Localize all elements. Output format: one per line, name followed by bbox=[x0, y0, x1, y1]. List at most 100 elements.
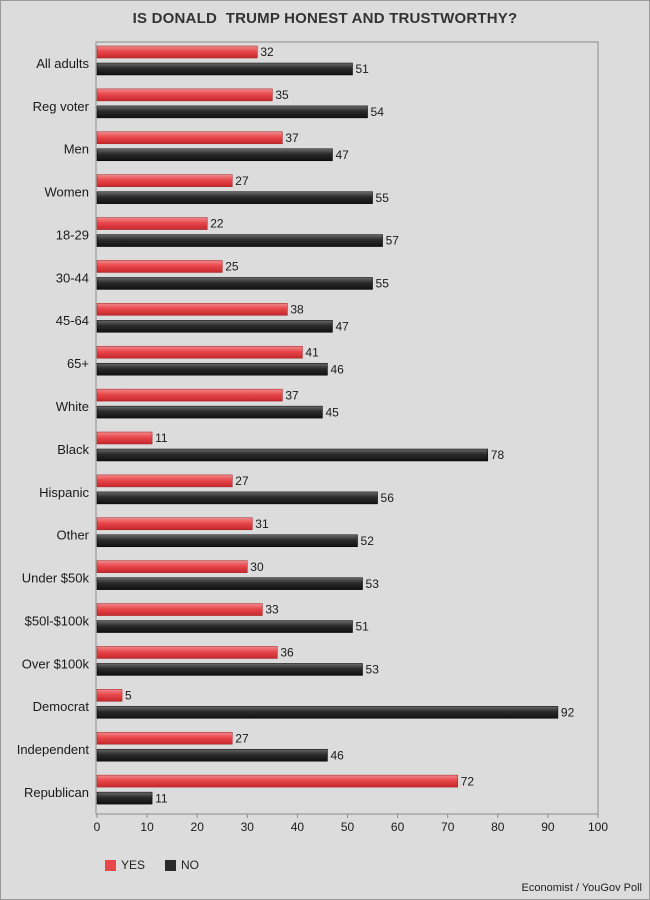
bar-no bbox=[96, 362, 328, 376]
data-label-no: 46 bbox=[330, 362, 344, 376]
x-tick-label: 20 bbox=[191, 820, 205, 834]
category-label: Under $50k bbox=[22, 571, 90, 586]
data-label-no: 55 bbox=[376, 277, 390, 291]
bar-yes bbox=[96, 517, 253, 531]
data-label-yes: 31 bbox=[255, 517, 269, 531]
bar-yes bbox=[96, 431, 153, 445]
data-label-yes: 72 bbox=[461, 774, 475, 788]
bar-yes bbox=[96, 646, 278, 659]
x-tick-label: 60 bbox=[391, 820, 405, 834]
category-label: 18-29 bbox=[56, 227, 89, 242]
bar-yes bbox=[96, 174, 233, 187]
bar-no bbox=[96, 491, 378, 505]
category-label: Women bbox=[44, 185, 89, 200]
category-label: Independent bbox=[17, 742, 90, 757]
bar-no bbox=[96, 663, 363, 676]
chart-title: IS DONALD TRUMP HONEST AND TRUSTWORTHY? bbox=[132, 10, 518, 27]
source-note: Economist / YouGov Poll bbox=[521, 882, 642, 894]
data-label-no: 57 bbox=[386, 234, 400, 248]
data-label-yes: 33 bbox=[265, 603, 279, 617]
bar-no bbox=[96, 577, 363, 590]
category-label: Over $100k bbox=[22, 656, 90, 671]
data-label-yes: 35 bbox=[275, 88, 289, 102]
bar-no bbox=[96, 234, 383, 247]
data-label-no: 52 bbox=[361, 534, 375, 548]
x-axis: 0 10 20 30 40 50 60 70 80 90 100 bbox=[94, 814, 608, 834]
bar-yes bbox=[96, 45, 258, 59]
data-label-no: 11 bbox=[155, 791, 168, 805]
data-label-yes: 11 bbox=[155, 431, 168, 445]
bar-yes bbox=[96, 131, 283, 145]
category-label: Other bbox=[56, 528, 89, 543]
category-label: 30-44 bbox=[56, 270, 89, 285]
bar-no bbox=[96, 277, 373, 290]
data-label-yes: 37 bbox=[285, 388, 299, 402]
bar-no bbox=[96, 105, 368, 119]
x-tick-label: 80 bbox=[491, 820, 505, 834]
data-label-yes: 22 bbox=[210, 217, 224, 231]
legend-swatch-no bbox=[165, 859, 177, 871]
x-tick-label: 10 bbox=[140, 820, 154, 834]
category-label: White bbox=[56, 399, 89, 414]
bar-yes bbox=[96, 260, 223, 273]
data-label-no: 47 bbox=[335, 148, 349, 162]
bar-no bbox=[96, 620, 353, 633]
category-label: 65+ bbox=[67, 356, 89, 371]
data-label-yes: 41 bbox=[305, 345, 319, 359]
category-label: Reg voter bbox=[33, 99, 90, 114]
bar-yes bbox=[96, 217, 208, 230]
category-label: Democrat bbox=[33, 699, 90, 714]
bar-no bbox=[96, 148, 333, 162]
bar-no bbox=[96, 405, 323, 419]
category-label: $50l-$100k bbox=[25, 613, 90, 628]
data-label-yes: 32 bbox=[260, 45, 274, 59]
legend-item-yes: YES bbox=[105, 858, 145, 872]
data-label-no: 51 bbox=[356, 62, 370, 76]
x-tick-label: 0 bbox=[94, 820, 101, 834]
bar-yes bbox=[96, 303, 288, 316]
bar-yes bbox=[96, 689, 123, 702]
bar-no bbox=[96, 534, 358, 548]
data-label-yes: 30 bbox=[250, 560, 264, 574]
data-label-yes: 36 bbox=[280, 646, 294, 660]
category-label: Hispanic bbox=[39, 485, 89, 500]
data-label-no: 54 bbox=[371, 105, 385, 119]
bar-no bbox=[96, 748, 328, 762]
data-label-yes: 38 bbox=[290, 303, 304, 317]
category-label: 45-64 bbox=[56, 313, 89, 328]
bar-no bbox=[96, 791, 153, 805]
data-label-no: 53 bbox=[366, 663, 380, 677]
data-label-no: 46 bbox=[330, 748, 344, 762]
bars-layer bbox=[96, 45, 559, 805]
legend-label-yes: YES bbox=[121, 858, 146, 872]
data-label-yes: 27 bbox=[235, 474, 249, 488]
bar-yes bbox=[96, 474, 233, 488]
data-label-no: 51 bbox=[356, 620, 370, 634]
data-label-no: 47 bbox=[335, 320, 349, 334]
data-label-no: 78 bbox=[491, 448, 505, 462]
data-label-no: 45 bbox=[325, 405, 339, 419]
bar-no bbox=[96, 191, 373, 204]
bar-no bbox=[96, 448, 489, 462]
category-label: All adults bbox=[36, 56, 89, 71]
x-tick-label: 90 bbox=[541, 820, 555, 834]
legend-item-no: NO bbox=[165, 858, 199, 872]
data-label-yes: 27 bbox=[235, 731, 249, 745]
data-label-no: 53 bbox=[366, 577, 380, 591]
category-label: Black bbox=[57, 442, 89, 457]
legend: YES NO bbox=[105, 857, 219, 873]
data-label-yes: 5 bbox=[125, 689, 132, 703]
bar-yes bbox=[96, 88, 273, 102]
category-label: Men bbox=[64, 142, 89, 157]
bar-no bbox=[96, 62, 353, 76]
data-label-no: 55 bbox=[376, 191, 390, 205]
data-label-yes: 25 bbox=[225, 260, 239, 274]
bar-yes bbox=[96, 345, 303, 359]
x-tick-label: 40 bbox=[291, 820, 305, 834]
labels-layer: All adults 32 51 Reg voter 35 54 Men 37 47 Women 2… bbox=[17, 45, 575, 805]
bar-no bbox=[96, 706, 559, 719]
data-label-no: 92 bbox=[561, 706, 575, 720]
data-label-yes: 27 bbox=[235, 174, 249, 188]
bar-yes bbox=[96, 603, 263, 616]
x-tick-label: 70 bbox=[441, 820, 455, 834]
